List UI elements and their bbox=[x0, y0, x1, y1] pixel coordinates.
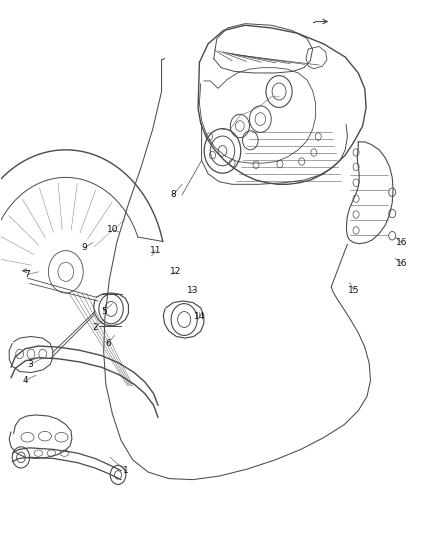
Text: 11: 11 bbox=[150, 246, 162, 255]
Text: 12: 12 bbox=[170, 268, 181, 276]
Text: 1: 1 bbox=[123, 466, 128, 475]
Text: 10: 10 bbox=[106, 225, 118, 234]
Text: 8: 8 bbox=[170, 190, 176, 199]
Text: 5: 5 bbox=[101, 307, 106, 316]
Text: 15: 15 bbox=[348, 286, 360, 295]
Text: 4: 4 bbox=[22, 376, 28, 385]
Text: 6: 6 bbox=[105, 339, 111, 348]
Text: 13: 13 bbox=[187, 286, 199, 295]
Text: 16: 16 bbox=[396, 260, 407, 268]
Text: 9: 9 bbox=[81, 244, 87, 253]
Text: 3: 3 bbox=[27, 360, 32, 369]
Text: 14: 14 bbox=[194, 312, 205, 321]
Text: 16: 16 bbox=[396, 238, 407, 247]
Text: 2: 2 bbox=[92, 323, 98, 332]
Text: 7: 7 bbox=[25, 270, 30, 279]
